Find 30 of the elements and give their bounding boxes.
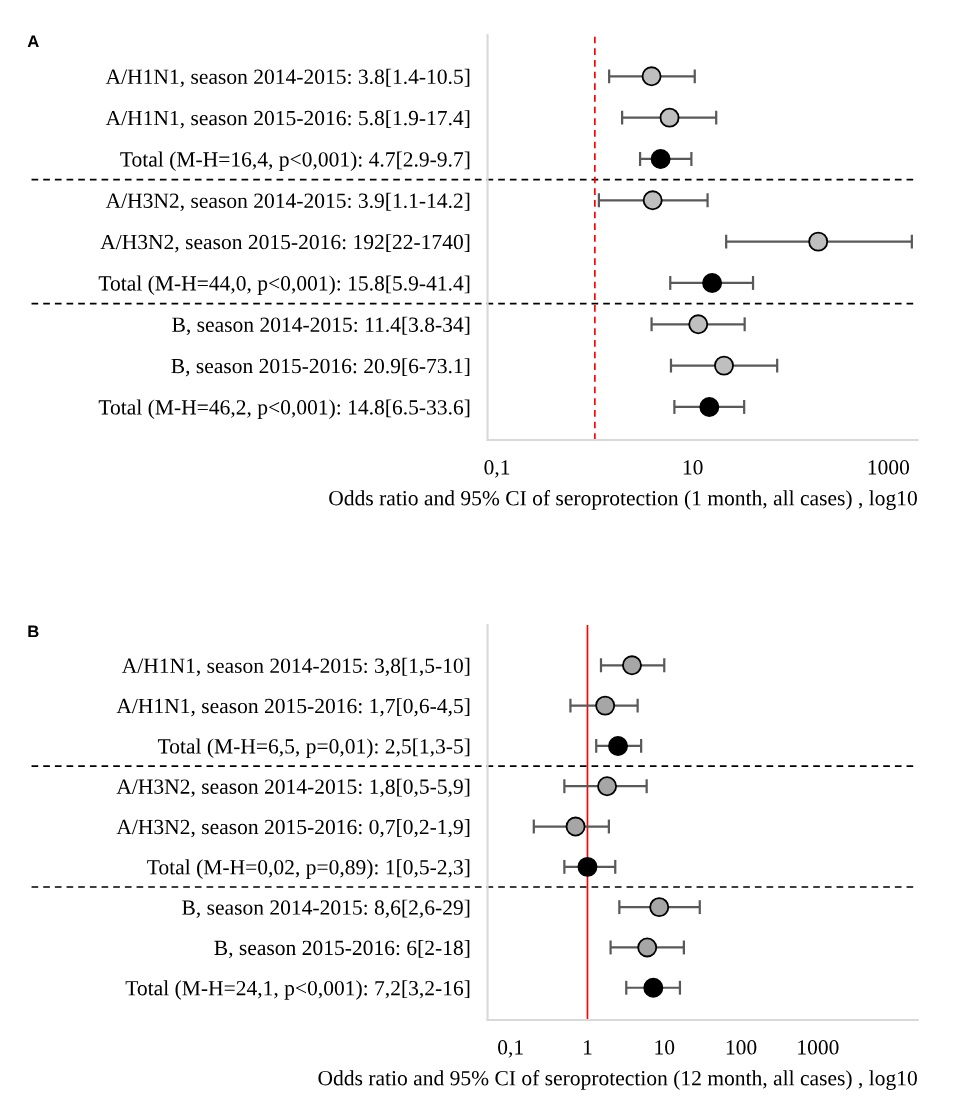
x-tick-label: 10 [655, 1040, 675, 1055]
text: A [27, 35, 39, 48]
y-tick-label: B, season 2015-2016: 6[2-18] [214, 939, 470, 959]
y-tick-label: B, season 2014-2015: 11.4[3.8-34] [172, 316, 470, 336]
x-tick-label: 1000 [798, 1040, 839, 1055]
x-tick-label: 1 [583, 1040, 592, 1055]
y-tick-label: Total (M-H=24,1, p<0,001): 7,2[3,2-16] [125, 980, 470, 1000]
y-tick-label: B, season 2014-2015: 8,6[2,6-29] [182, 899, 470, 918]
text: B [28, 625, 39, 638]
x-tick-label: 100 [726, 1040, 757, 1055]
y-tick-label: B, season 2015-2016: 20.9[6-73.1] [171, 358, 470, 377]
y-tick-label: Total (M-H=0,02, p=0,89): 1[0,5-2,3] [147, 859, 470, 879]
y-tick-label: A/H1N1, season 2014-2015: 3.8[1.4-10.5] [105, 68, 470, 88]
y-tick-label: Total (M-H=44,0, p<0,001): 15.8[5.9-41.4] [98, 275, 470, 296]
x-tick-label: 0,1 [498, 1040, 523, 1058]
x-axis-title: Odds ratio and 95% CI of seroprotection (1 month, all cases) , log10 [329, 490, 917, 510]
y-tick-label: Total (M-H=6,5, p=0,01): 2,5[1,3-5] [157, 738, 470, 758]
x-tick-label: 0,1 [484, 460, 510, 478]
y-tick-label: A/H3N2, season 2015-2016: 0,7[0,2-1,9] [116, 819, 470, 838]
y-tick-label: A/H1N1, season 2014-2015: 3,8[1,5-10] [121, 657, 470, 677]
y-tick-label: Total (M-H=46,2, p<0,001): 14.8[6.5-33.6] [98, 399, 470, 419]
y-tick-label: Total (M-H=16,4, p<0,001): 4.7[2.9-9.7] [120, 151, 470, 172]
y-tick-label: A/H1N1, season 2015-2016: 5.8[1.9-17.4] [105, 110, 470, 129]
y-tick-label: A/H3N2, season 2014-2015: 1,8[0,5-5,9] [116, 778, 470, 797]
x-axis-title: Odds ratio and 95% CI of seroprotection (12 month, all cases) , log10 [318, 1070, 917, 1090]
y-tick-label: A/H3N2, season 2015-2016: 192[22-1740] [100, 234, 470, 253]
y-tick-label: A/H3N2, season 2014-2015: 3.9[1.1-14.2] [105, 192, 470, 212]
x-tick-label: 10 [683, 460, 703, 475]
x-tick-label: 1000 [868, 460, 910, 475]
y-tick-label: A/H1N1, season 2015-2016: 1,7[0,6-4,5] [116, 698, 470, 717]
